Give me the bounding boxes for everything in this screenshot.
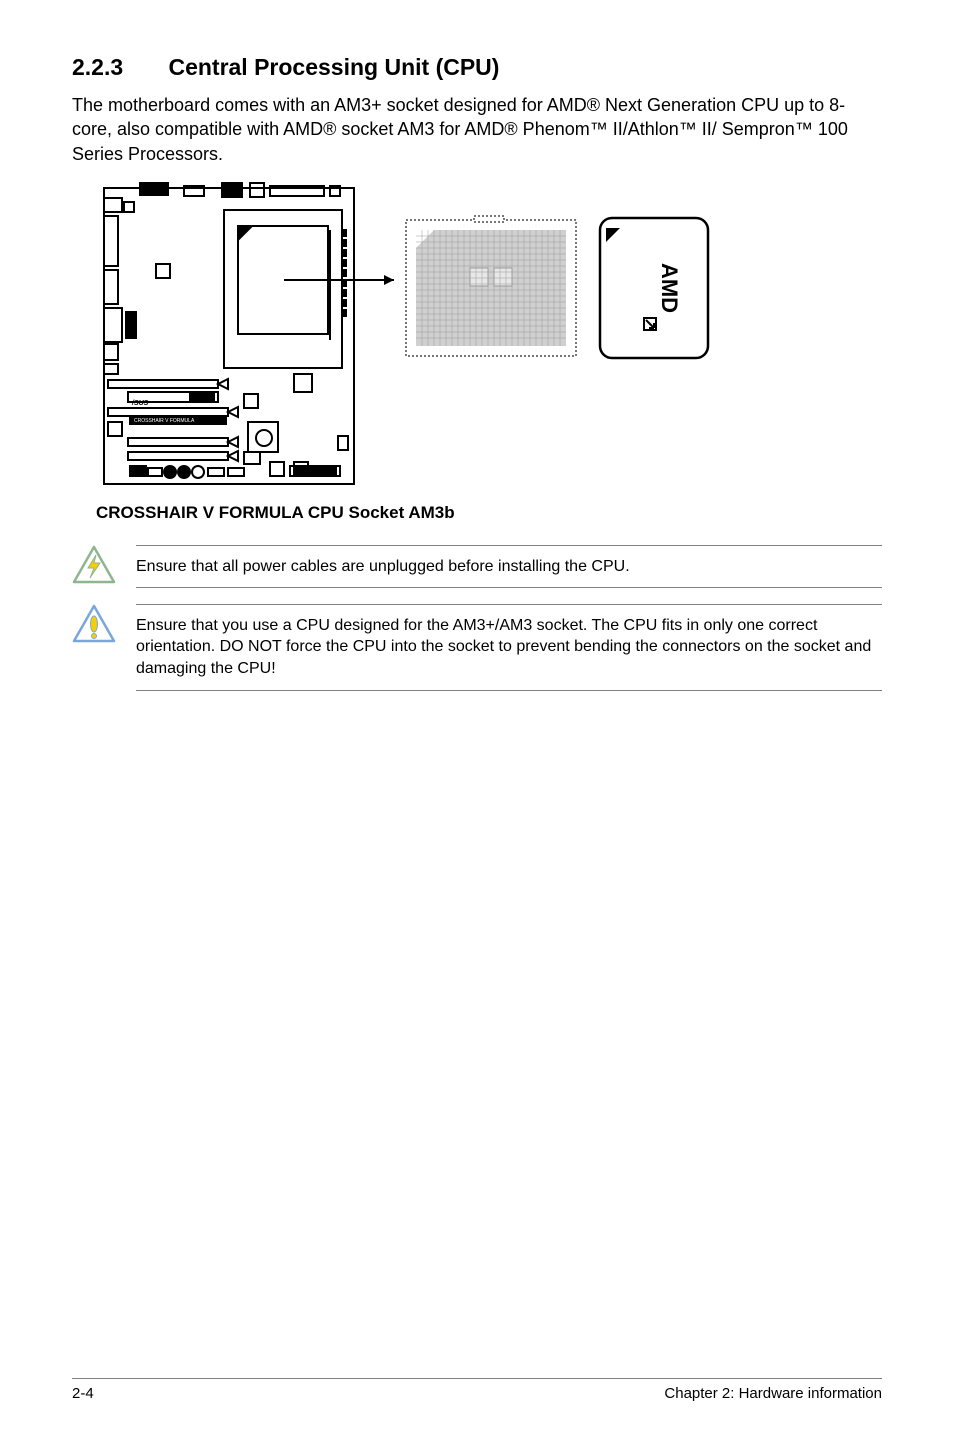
- diagram-caption: CROSSHAIR V FORMULA CPU Socket AM3b: [96, 503, 882, 523]
- intro-paragraph: The motherboard comes with an AM3+ socke…: [72, 93, 882, 166]
- note-power-cables: Ensure that all power cables are unplugg…: [72, 545, 882, 590]
- lightning-icon: [72, 545, 116, 590]
- warning-icon: [72, 604, 116, 649]
- section-number: 2.2.3: [72, 54, 164, 81]
- note-power-text: Ensure that all power cables are unplugg…: [136, 545, 882, 589]
- board-logo-text: /SUS: [131, 400, 149, 407]
- cpu-socket-diagram: /SUS CROSSHAIR V FORMULA: [94, 180, 882, 497]
- section-heading: 2.2.3 Central Processing Unit (CPU): [72, 54, 882, 81]
- board-model-text: CROSSHAIR V FORMULA: [134, 418, 195, 424]
- note-cpu-orientation: Ensure that you use a CPU designed for t…: [72, 604, 882, 691]
- section-title: Central Processing Unit (CPU): [168, 54, 499, 80]
- footer-page-number: 2-4: [72, 1385, 94, 1402]
- cpu-brand-label: AMD: [657, 263, 682, 313]
- note-orientation-text: Ensure that you use a CPU designed for t…: [136, 604, 882, 691]
- footer-chapter: Chapter 2: Hardware information: [664, 1385, 882, 1402]
- page-footer: 2-4 Chapter 2: Hardware information: [72, 1378, 882, 1402]
